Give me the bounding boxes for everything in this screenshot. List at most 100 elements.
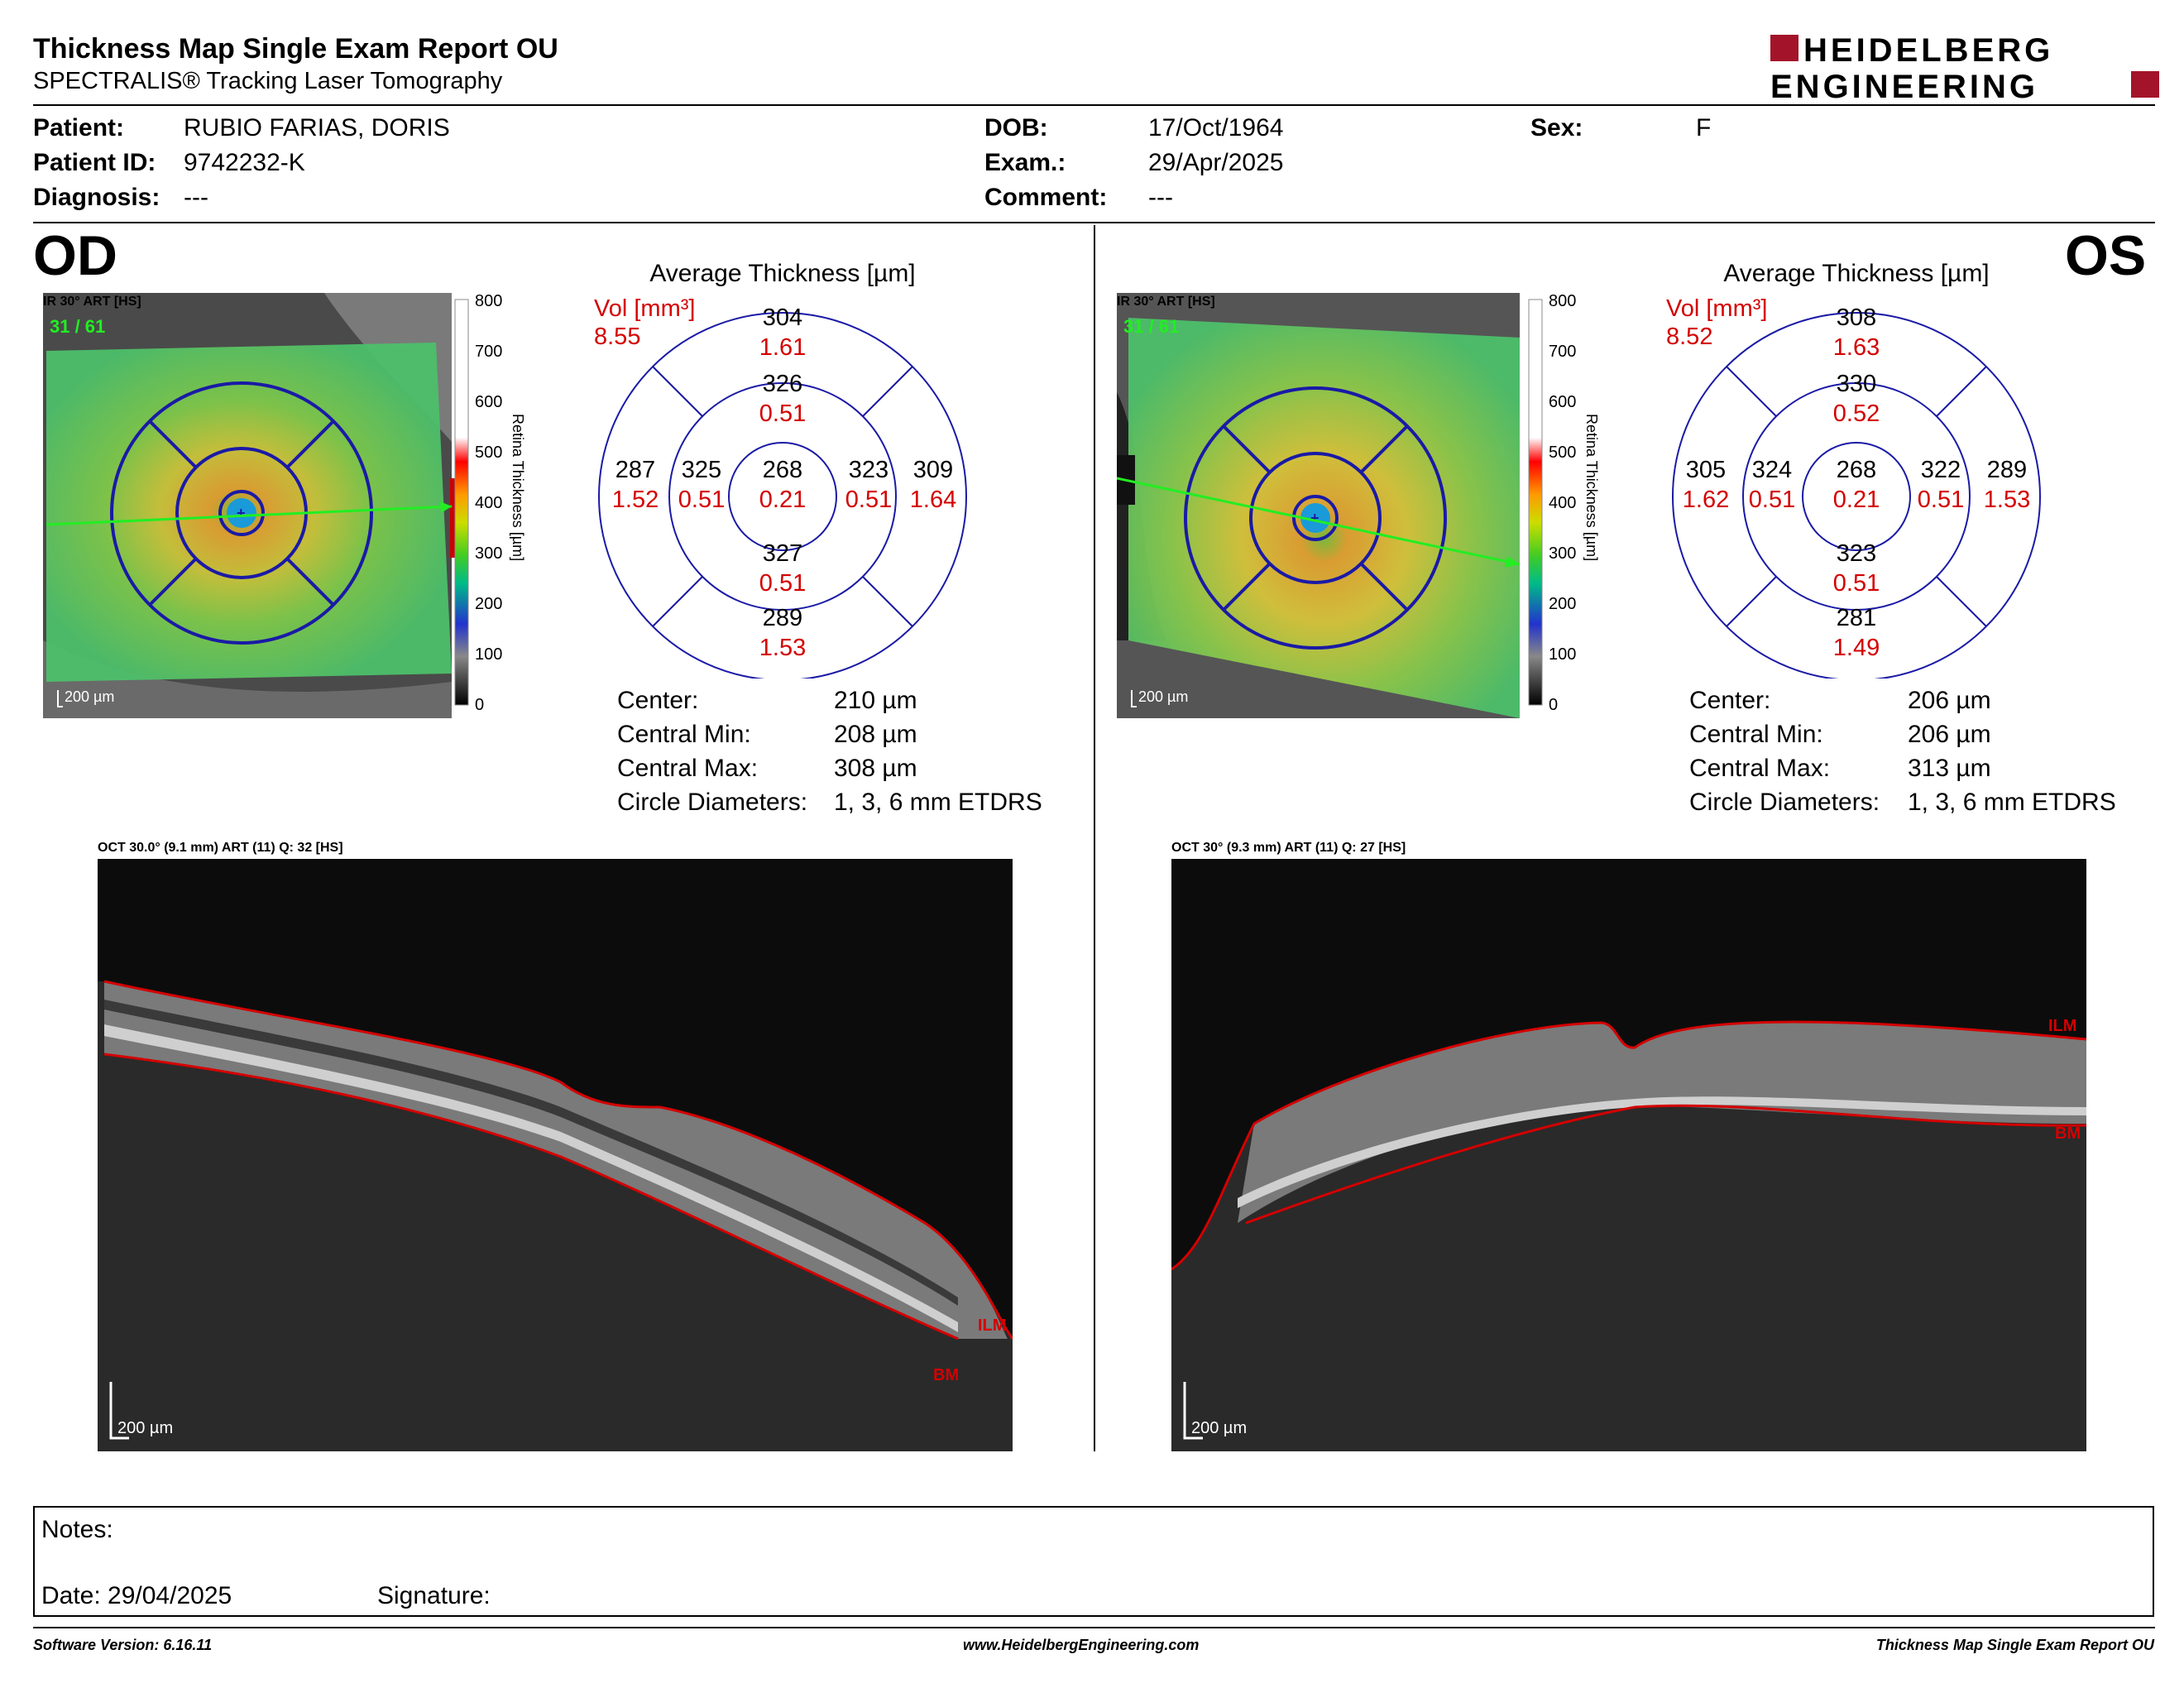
od-outer-temporal-thickness: 287 [615, 457, 655, 483]
od-outer-nasal-thickness: 309 [913, 457, 953, 483]
logo-line2: ENGINEERING [1770, 69, 2038, 104]
date-label: Date: 29/04/2025 [41, 1582, 232, 1609]
od-outer-temporal-volume: 1.52 [612, 487, 659, 513]
os-stat-max-label: Central Max: [1689, 755, 1831, 782]
od-stat-center-label: Center: [617, 687, 699, 714]
od-cbar-tick-0: 0 [475, 696, 484, 714]
sex-value: F [1696, 114, 1712, 141]
os-stat-min-value: 206 µm [1908, 721, 1991, 748]
report-subtitle: SPECTRALIS® Tracking Laser Tomography [33, 68, 503, 94]
od-cbar-tick-100: 100 [475, 645, 502, 664]
od-inner-nasal-volume: 0.51 [845, 487, 892, 513]
notes-label: Notes: [41, 1516, 113, 1543]
os-vol-label: Vol [mm³] [1666, 295, 1767, 322]
os-ilm-label: ILM [2048, 1017, 2076, 1035]
patient-id-label: Patient ID: [33, 149, 156, 176]
os-oct-scale: 200 µm [1191, 1419, 1247, 1437]
od-inner-temporal-volume: 0.51 [678, 487, 725, 513]
os-outer-temporal-volume: 1.62 [1683, 487, 1729, 513]
exam-date: 29/Apr/2025 [1148, 149, 1284, 176]
os-outer-inferior-thickness: 281 [1837, 605, 1876, 631]
os-eye-label: OS [2065, 224, 2147, 287]
os-cbar-tick-200: 200 [1549, 595, 1576, 613]
os-cbar-tick-700: 700 [1549, 343, 1576, 361]
od-outer-inferior-thickness: 289 [763, 605, 802, 631]
od-stat-diam-label: Circle Diameters: [617, 789, 808, 816]
od-center-thickness: 268 [763, 457, 802, 483]
od-vol-total: 8.55 [594, 324, 640, 350]
od-etdrs-title: Average Thickness [µm] [649, 260, 915, 287]
od-ir-caption: IR 30° ART [HS] [43, 295, 141, 309]
od-bm-label: BM [933, 1366, 959, 1384]
os-cbar-tick-400: 400 [1549, 494, 1576, 512]
os-cbar-tick-500: 500 [1549, 444, 1576, 462]
od-stat-min-value: 208 µm [834, 721, 917, 748]
od-cbar-tick-300: 300 [475, 544, 502, 563]
os-outer-nasal-volume: 1.53 [1984, 487, 2030, 513]
os-outer-superior-thickness: 308 [1837, 305, 1876, 331]
os-outer-temporal-thickness: 305 [1686, 457, 1726, 483]
od-oct-scale: 200 µm [117, 1419, 173, 1437]
od-oct-caption: OCT 30.0° (9.1 mm) ART (11) Q: 32 [HS] [98, 841, 343, 855]
os-stat-center-label: Center: [1689, 687, 1771, 714]
od-cbar-tick-200: 200 [475, 595, 502, 613]
os-cbar-tick-800: 800 [1549, 293, 1576, 310]
os-bm-label: BM [2055, 1125, 2081, 1143]
os-center-thickness: 268 [1837, 457, 1876, 483]
od-inner-nasal-thickness: 323 [849, 457, 888, 483]
os-fundus-thickness-map[interactable]: + 31 / 61 200 µm 800 700 600 500 400 300… [1117, 293, 1613, 718]
diagnosis-value: --- [184, 184, 208, 211]
od-inner-inferior-thickness: 327 [763, 540, 802, 567]
os-center-volume: 0.21 [1833, 487, 1880, 513]
od-fundus-thickness-map[interactable]: + 31 / 61 200 µm 800 700 600 500 400 300… [43, 293, 539, 718]
os-inner-inferior-volume: 0.51 [1833, 570, 1880, 597]
os-stat-center-value: 206 µm [1908, 687, 1991, 714]
os-etdrs-title: Average Thickness [µm] [1723, 260, 1989, 287]
eye-divider [1094, 225, 1095, 1451]
os-oct-bscan[interactable]: ILM BM 200 µm [1171, 859, 2086, 1451]
od-oct-bscan[interactable]: ILM BM 200 µm [98, 859, 1013, 1451]
website-link[interactable]: www.HeidelbergEngineering.com [963, 1637, 1200, 1653]
logo-line1: HEIDELBERG [1803, 32, 2053, 69]
os-inner-temporal-thickness: 324 [1752, 457, 1792, 483]
os-colorbar-label: Retina Thickness [µm] [1583, 414, 1600, 561]
software-version: Software Version: 6.16.11 [33, 1637, 213, 1653]
os-stat-max-value: 313 µm [1908, 755, 1991, 782]
header-rule [33, 104, 2155, 106]
os-inner-nasal-volume: 0.51 [1918, 487, 1964, 513]
od-center-volume: 0.21 [759, 487, 806, 513]
od-stat-min-label: Central Min: [617, 721, 751, 748]
os-stat-diam-label: Circle Diameters: [1689, 789, 1880, 816]
os-cbar-tick-0: 0 [1549, 696, 1558, 714]
od-cbar-tick-400: 400 [475, 494, 502, 512]
os-cbar-tick-100: 100 [1549, 645, 1576, 664]
os-map-scale: 200 µm [1138, 688, 1188, 705]
od-vol-label: Vol [mm³] [594, 295, 695, 322]
od-inner-inferior-volume: 0.51 [759, 570, 806, 597]
notes-box[interactable]: Notes: Date: 29/04/2025 Signature: [33, 1506, 2154, 1617]
od-cbar-tick-500: 500 [475, 444, 502, 462]
od-inner-superior-thickness: 326 [763, 371, 802, 397]
od-ilm-label: ILM [978, 1316, 1006, 1335]
od-stat-max-value: 308 µm [834, 755, 917, 782]
od-inner-superior-volume: 0.51 [759, 400, 806, 427]
os-inner-inferior-thickness: 323 [1837, 540, 1876, 567]
footer-report-title: Thickness Map Single Exam Report OU [1875, 1637, 2154, 1653]
os-stat-min-label: Central Min: [1689, 721, 1823, 748]
od-cbar-tick-800: 800 [475, 293, 502, 310]
dob-label: DOB: [984, 114, 1048, 141]
os-oct-caption: OCT 30° (9.3 mm) ART (11) Q: 27 [HS] [1171, 841, 1406, 855]
od-cbar-tick-700: 700 [475, 343, 502, 361]
footer-rule [33, 1627, 2155, 1628]
signature-label: Signature: [377, 1582, 491, 1609]
od-frame-counter: 31 / 61 [50, 316, 105, 337]
os-cbar-tick-600: 600 [1549, 393, 1576, 411]
heidelberg-logo: HEIDELBERG ENGINEERING [1770, 32, 2159, 104]
od-etdrs-grid: Average Thickness [µm] Vol [mm³] 8.55 30… [594, 260, 967, 679]
od-stat-diam-value: 1, 3, 6 mm ETDRS [834, 789, 1042, 816]
os-outer-superior-volume: 1.63 [1833, 334, 1880, 361]
od-colorbar-label: Retina Thickness [µm] [510, 414, 526, 561]
os-ir-caption: IR 30° ART [HS] [1117, 295, 1215, 309]
os-stat-diam-value: 1, 3, 6 mm ETDRS [1908, 789, 2116, 816]
os-inner-superior-volume: 0.52 [1833, 400, 1880, 427]
